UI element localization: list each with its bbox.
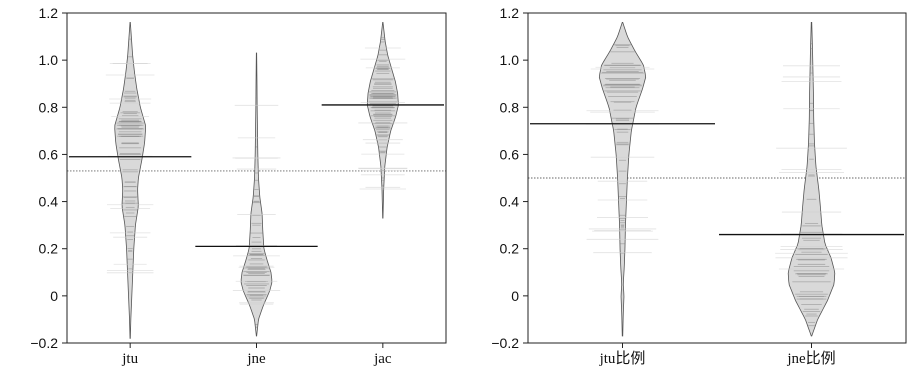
bean-lines-jac bbox=[358, 37, 408, 190]
x-tick-label: jac bbox=[373, 351, 392, 367]
y-tick-label: 0.2 bbox=[500, 241, 520, 257]
y-tick-label: 0 bbox=[511, 288, 519, 304]
y-tick-label: −0.2 bbox=[491, 335, 519, 351]
violin-jtu bbox=[114, 22, 146, 339]
y-tick-label: 0.6 bbox=[39, 146, 59, 162]
y-tick-label: 0.8 bbox=[500, 99, 520, 115]
y-tick-label: 1.0 bbox=[500, 52, 520, 68]
y-tick-label: 0.4 bbox=[39, 194, 59, 210]
y-tick-label: 0 bbox=[50, 288, 58, 304]
x-tick-label: jne比例 bbox=[786, 350, 835, 367]
y-tick-label: 0.6 bbox=[500, 146, 520, 162]
bean-lines-jne比例 bbox=[775, 43, 848, 327]
y-tick-label: 0.8 bbox=[39, 99, 59, 115]
violin-jne bbox=[240, 52, 273, 337]
plot-frame bbox=[66, 12, 447, 344]
y-tick-label: 1.2 bbox=[500, 5, 520, 21]
y-tick-label: 1.2 bbox=[39, 5, 59, 21]
beanplot-panel-2: jtu比例 jne比例 −0.2 0 0.2 0.4 0.6 0.8 1.0 1.2 bbox=[491, 5, 907, 367]
bean-lines-jtu比例 bbox=[585, 44, 660, 254]
plot-frame bbox=[527, 12, 907, 344]
bean-lines-jtu bbox=[105, 38, 155, 274]
x-tick-label: jne bbox=[246, 351, 266, 367]
y-tick-label: 0.4 bbox=[500, 194, 520, 210]
bean-lines-jne bbox=[232, 104, 281, 328]
y-tick-label: 0.2 bbox=[39, 241, 59, 257]
x-tick-label: jtu比例 bbox=[599, 350, 646, 367]
beanplot-panel-1: jtu jne jac −0.2 0 0.2 0.4 0.6 0.8 1.0 1.2 bbox=[30, 5, 447, 367]
x-tick-label: jtu bbox=[121, 351, 138, 367]
y-tick-label: −0.2 bbox=[30, 335, 58, 351]
y-tick-label: 1.0 bbox=[39, 52, 59, 68]
violin-jne比例 bbox=[787, 22, 836, 337]
